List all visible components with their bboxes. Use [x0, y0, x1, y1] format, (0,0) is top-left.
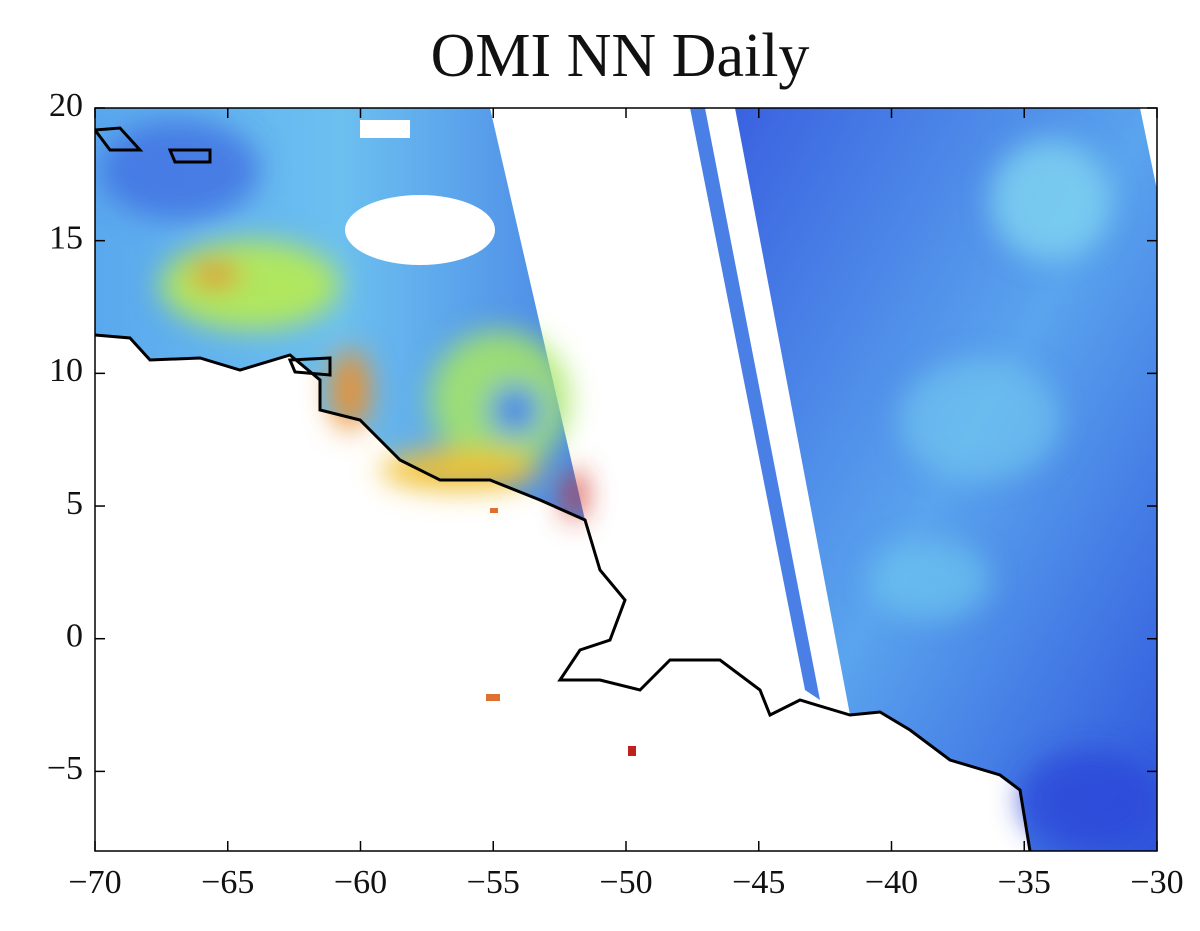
x-tick-label: −60 [334, 864, 387, 901]
patch [190, 263, 240, 287]
patch [900, 360, 1060, 480]
x-tick-label: −50 [599, 864, 652, 901]
thin-swath [690, 108, 820, 700]
data-gap [360, 120, 410, 138]
right-swath [735, 108, 1157, 851]
x-tick-label: −70 [68, 864, 121, 901]
pixel [486, 694, 500, 701]
x-tick-label: −30 [1130, 864, 1183, 901]
patch [990, 140, 1110, 260]
y-tick-label: 15 [49, 219, 83, 256]
map-layer [95, 108, 1157, 851]
concentration-patches [870, 140, 1157, 850]
y-tick-label: 20 [49, 87, 83, 124]
patch [1020, 750, 1157, 850]
pixel [490, 508, 498, 513]
patch [565, 470, 585, 520]
concentration-patches [100, 120, 585, 520]
pixel [628, 746, 636, 756]
x-tick-label: −65 [201, 864, 254, 901]
patch [490, 385, 540, 435]
island-outline [95, 126, 332, 377]
chart-title: OMI NN Daily [431, 22, 810, 90]
patch [100, 120, 260, 220]
y-tick-label: 10 [49, 352, 83, 389]
y-tick-label: −5 [47, 750, 83, 787]
y-tick-label: 0 [66, 618, 83, 655]
x-tick-label: −35 [998, 864, 1051, 901]
patch [870, 540, 990, 620]
patch [330, 350, 370, 430]
x-tick-label: −40 [865, 864, 918, 901]
data-gap [345, 195, 495, 265]
x-tick-label: −45 [732, 864, 785, 901]
coastline [95, 333, 1032, 851]
patch [160, 240, 340, 330]
x-tick-label: −55 [467, 864, 520, 901]
y-tick-label: 5 [66, 485, 83, 522]
patch [380, 450, 540, 490]
